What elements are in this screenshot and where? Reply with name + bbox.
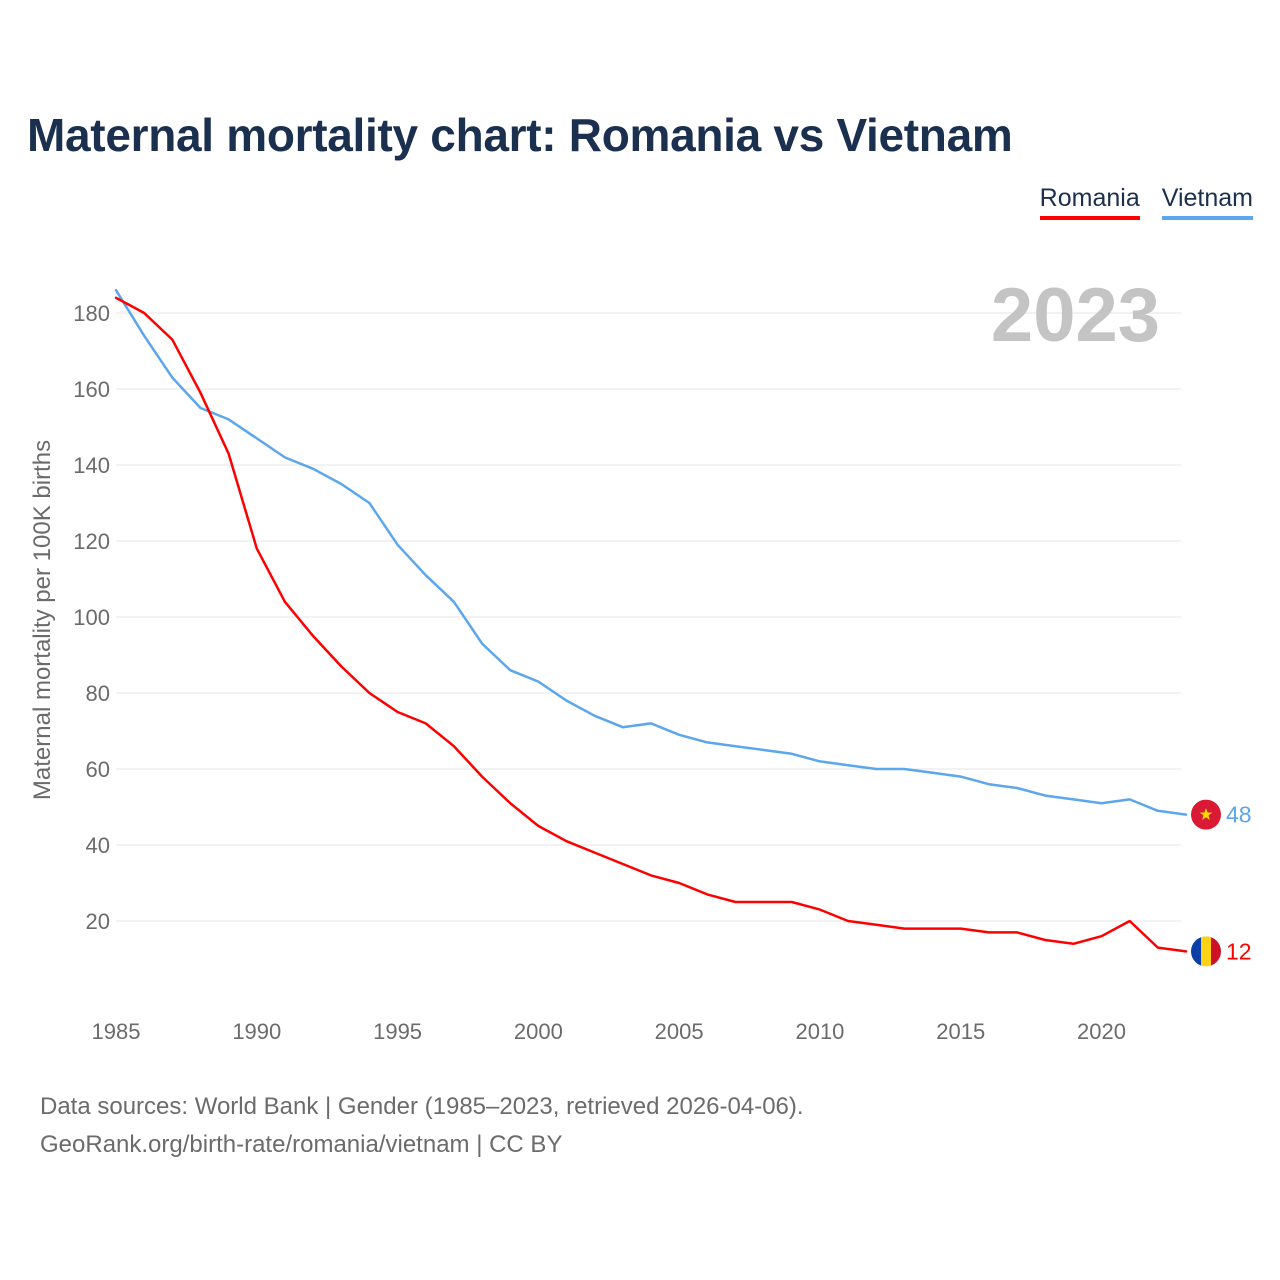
y-tick-label: 120 bbox=[73, 529, 110, 554]
end-value-vietnam: 48 bbox=[1226, 802, 1252, 828]
license-text: | CC BY bbox=[469, 1131, 563, 1158]
series-endpoints: 12 48 bbox=[1191, 799, 1252, 967]
x-tick-label: 1995 bbox=[373, 1019, 422, 1044]
data-sources: Data sources: World Bank | Gender (1985–… bbox=[40, 1093, 804, 1120]
x-tick-label: 2005 bbox=[655, 1019, 704, 1044]
x-axis-ticks: 1985 1990 1995 2000 2005 2010 2015 2020 bbox=[92, 1019, 1126, 1044]
legend-item-vietnam[interactable]: Vietnam bbox=[1161, 184, 1253, 220]
romania-flag-icon bbox=[1191, 936, 1221, 967]
y-tick-label: 20 bbox=[86, 909, 110, 934]
source-link[interactable]: GeoRank.org/birth-rate/romania/vietnam bbox=[40, 1131, 470, 1158]
y-axis-ticks: 20 40 60 80 100 120 140 160 180 bbox=[73, 301, 110, 934]
chart-title: Maternal mortality chart: Romania vs Vie… bbox=[27, 109, 1013, 161]
y-tick-label: 100 bbox=[73, 605, 110, 630]
y-tick-label: 60 bbox=[86, 757, 110, 782]
y-tick-label: 40 bbox=[86, 833, 110, 858]
legend-item-romania[interactable]: Romania bbox=[1039, 184, 1140, 220]
footer: Data sources: World Bank | Gender (1985–… bbox=[40, 1088, 804, 1164]
x-tick-label: 2020 bbox=[1077, 1019, 1126, 1044]
gridlines bbox=[116, 312, 1181, 922]
vietnam-flag-icon bbox=[1191, 799, 1221, 830]
legend: Romania Vietnam bbox=[1039, 184, 1253, 220]
series-line-vietnam bbox=[114, 288, 1188, 816]
x-tick-label: 1985 bbox=[92, 1019, 141, 1044]
y-axis-label: Maternal mortality per 100K births bbox=[29, 440, 56, 800]
x-tick-label: 1990 bbox=[232, 1019, 281, 1044]
end-value-romania: 12 bbox=[1226, 938, 1252, 964]
y-tick-label: 160 bbox=[73, 377, 110, 402]
series-line-romania bbox=[114, 296, 1188, 953]
x-tick-label: 2000 bbox=[514, 1019, 563, 1044]
y-tick-label: 80 bbox=[86, 681, 110, 706]
y-tick-label: 140 bbox=[73, 453, 110, 478]
y-tick-label: 180 bbox=[73, 301, 110, 326]
year-label: 2023 bbox=[991, 273, 1160, 358]
x-tick-label: 2015 bbox=[936, 1019, 985, 1044]
series-lines bbox=[114, 288, 1188, 953]
x-tick-label: 2010 bbox=[795, 1019, 844, 1044]
attribution: GeoRank.org/birth-rate/romania/vietnam |… bbox=[40, 1126, 804, 1164]
